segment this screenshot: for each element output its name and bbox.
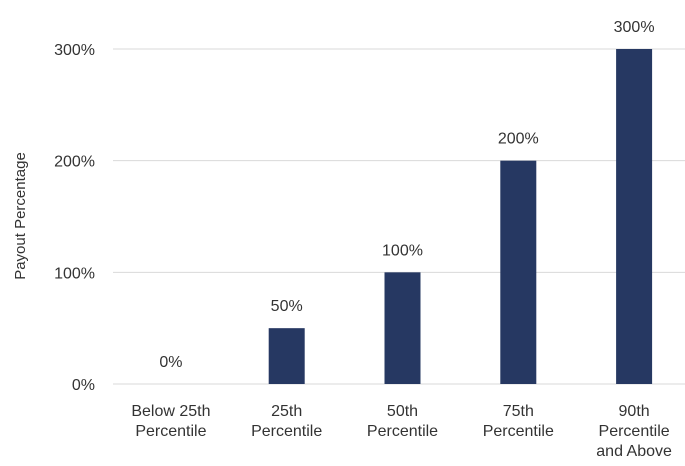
data-label: 300% [614, 19, 655, 36]
y-tick-label: 0% [72, 377, 95, 394]
x-category-label: 90th Percentile and Above [596, 403, 672, 460]
bar [616, 49, 653, 384]
data-label: 0% [159, 354, 182, 371]
data-label: 200% [498, 131, 539, 148]
bars [268, 49, 653, 384]
y-tick-label: 100% [54, 265, 95, 282]
bar [500, 160, 537, 384]
bar [384, 272, 421, 384]
y-tick-label: 200% [54, 154, 95, 171]
y-axis-title: Payout Percentage [12, 152, 29, 280]
data-label: 50% [271, 298, 303, 315]
data-label: 100% [382, 242, 423, 259]
x-axis-categories: Below 25th Percentile 25th Percentile 50th Pe… [131, 403, 672, 460]
x-category-label: Below 25th Percentile [131, 403, 210, 440]
y-axis-ticks: 0% 100% 200% 300% [54, 42, 95, 394]
x-category-label: 50th Percentile [367, 403, 438, 440]
x-category-label: 25th Percentile [251, 403, 322, 440]
data-labels: 0% 50% 100% 200% 300% [159, 19, 654, 371]
y-tick-label: 300% [54, 42, 95, 59]
bar [268, 328, 305, 384]
x-category-label: 75th Percentile [483, 403, 554, 440]
